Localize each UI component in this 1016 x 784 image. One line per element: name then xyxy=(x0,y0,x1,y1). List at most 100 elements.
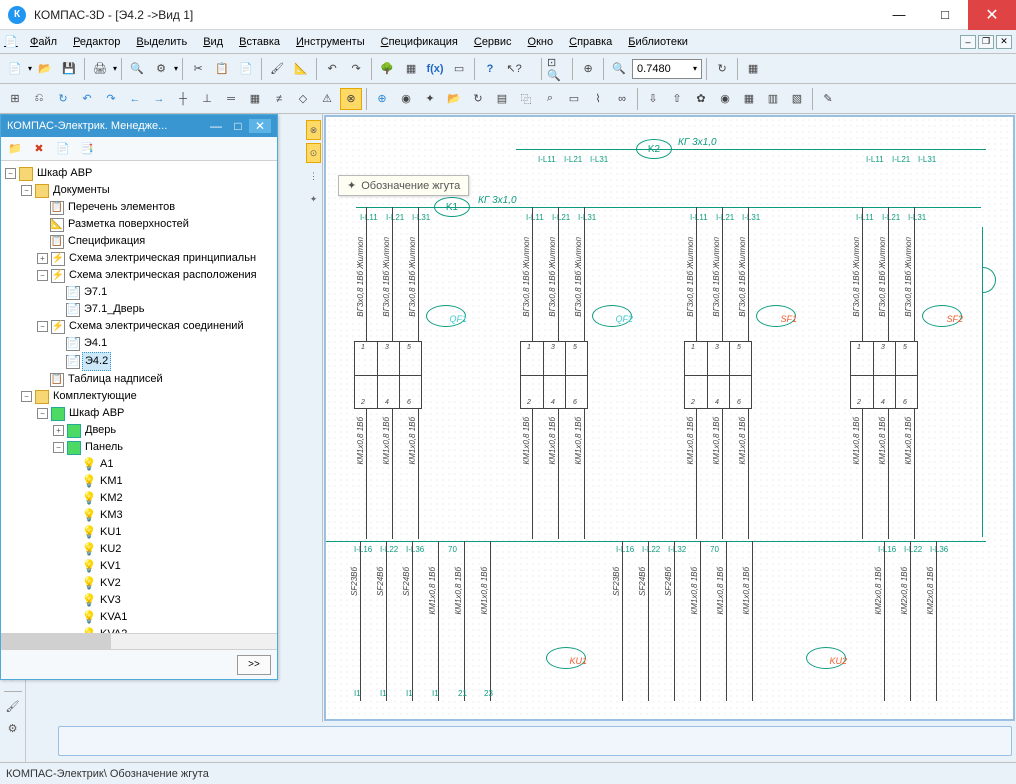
rot-icon[interactable]: ↻ xyxy=(467,88,489,110)
menu-libs[interactable]: Библиотеки xyxy=(620,33,696,51)
tree-item[interactable]: Дверь xyxy=(83,422,118,439)
perp-icon[interactable]: ⊥ xyxy=(196,88,218,110)
menu-select[interactable]: Выделить xyxy=(128,33,195,51)
next-icon[interactable]: → xyxy=(148,88,170,110)
tree-bulb[interactable]: KM3 xyxy=(98,507,125,524)
tag-icon[interactable]: ▭ xyxy=(563,88,585,110)
copy-button[interactable]: 📋 xyxy=(211,58,233,80)
copyprop-icon[interactable]: 📐 xyxy=(290,58,312,80)
tree-item[interactable]: Панель xyxy=(83,439,125,456)
help-icon[interactable]: ? xyxy=(479,58,501,80)
plus-net-icon[interactable]: ⊕ xyxy=(371,88,393,110)
export-icon[interactable]: ⇧ xyxy=(666,88,688,110)
new-button[interactable]: 📄 xyxy=(4,58,26,80)
sch3-icon[interactable]: ▧ xyxy=(786,88,808,110)
mdi-min[interactable]: – xyxy=(960,35,976,49)
whatsthis-icon[interactable]: ↖? xyxy=(503,58,525,80)
tree-item[interactable]: Шкаф АВР xyxy=(67,405,126,422)
open-proj-icon[interactable]: 📁 xyxy=(5,140,25,158)
sch1-icon[interactable]: ▦ xyxy=(738,88,760,110)
menu-view[interactable]: Вид xyxy=(195,33,231,51)
import-icon[interactable]: ⇩ xyxy=(642,88,664,110)
menu-insert[interactable]: Вставка xyxy=(231,33,288,51)
curr-icon[interactable]: ↻ xyxy=(52,88,74,110)
ortho-icon[interactable]: ┼ xyxy=(172,88,194,110)
tree-bulb[interactable]: KM1 xyxy=(98,473,125,490)
maximize-button[interactable]: □ xyxy=(922,0,968,30)
tree-bulb[interactable]: KM2 xyxy=(98,490,125,507)
flip-v-icon[interactable]: ↷ xyxy=(100,88,122,110)
preview-button[interactable]: 🔍 xyxy=(126,58,148,80)
undo-button[interactable]: ↶ xyxy=(321,58,343,80)
search-icon[interactable]: ⌕ xyxy=(539,88,561,110)
prev-icon[interactable]: ← xyxy=(124,88,146,110)
warn-icon[interactable]: ⚠ xyxy=(316,88,338,110)
brush-icon[interactable]: 🖌 xyxy=(266,58,288,80)
tree-icon[interactable]: 🌳 xyxy=(376,58,398,80)
tree-bulb[interactable]: A1 xyxy=(98,456,115,473)
tree-item-active[interactable]: Э4.2 xyxy=(82,352,111,371)
tree-item[interactable]: Таблица надписей xyxy=(66,371,165,388)
weld-icon[interactable]: ⊗ xyxy=(340,88,362,110)
tree-item[interactable]: Спецификация xyxy=(66,233,147,250)
paint-icon[interactable]: 🖌 xyxy=(3,696,23,716)
grid2-icon[interactable]: ▦ xyxy=(244,88,266,110)
tree-bulb[interactable]: KVA1 xyxy=(98,609,129,626)
gear-icon[interactable]: ✿ xyxy=(690,88,712,110)
tree-comp[interactable]: Комплектующие xyxy=(51,388,139,405)
menu-tools[interactable]: Инструменты xyxy=(288,33,373,51)
menu-service[interactable]: Сервис xyxy=(466,33,520,51)
refresh-icon[interactable]: ↻ xyxy=(711,58,733,80)
tree-item[interactable]: Схема электрическая расположения xyxy=(67,267,259,284)
tree-bulb[interactable]: KU2 xyxy=(98,541,123,558)
snap-icon[interactable]: ⎌ xyxy=(28,88,50,110)
insert-doc-icon[interactable]: 📑 xyxy=(77,140,97,158)
new-doc-icon[interactable]: 📄 xyxy=(53,140,73,158)
panel-titlebar[interactable]: КОМПАС-Электрик. Менедже... — □ ✕ xyxy=(1,115,277,137)
copy-elem-icon[interactable]: ⿻ xyxy=(515,88,537,110)
tree-item[interactable]: Схема электрическая принципиальн xyxy=(67,250,258,267)
tree-item[interactable]: Перечень элементов xyxy=(66,199,177,216)
grid-icon[interactable]: ⊞ xyxy=(4,88,26,110)
zoom-dyn-icon[interactable]: 🔍 xyxy=(608,58,630,80)
drawing-canvas[interactable]: ✦ Обозначение жгута K2 КГ 3x1,0 K1 КГ 3x… xyxy=(324,115,1015,721)
flip-h-icon[interactable]: ↶ xyxy=(76,88,98,110)
menu-spec[interactable]: Спецификация xyxy=(373,33,466,51)
paste-button[interactable]: 📄 xyxy=(235,58,257,80)
panel-close[interactable]: ✕ xyxy=(249,119,271,133)
delete-icon[interactable]: ✖ xyxy=(29,140,49,158)
tree-item[interactable]: Схема электрическая соединений xyxy=(67,318,246,335)
zoom-combo[interactable]: 0.7480▾ xyxy=(632,59,702,79)
message-box[interactable] xyxy=(58,726,1012,756)
menu-editor[interactable]: Редактор xyxy=(65,33,128,51)
tree-item[interactable]: Э7.1 xyxy=(82,284,109,301)
sch2-icon[interactable]: ▥ xyxy=(762,88,784,110)
lib-icon[interactable]: 📂 xyxy=(443,88,465,110)
para-icon[interactable]: ═ xyxy=(220,88,242,110)
panel-min[interactable]: — xyxy=(205,119,227,133)
zoom-area-icon[interactable]: ⊡🔍 xyxy=(546,58,568,80)
reset-view-icon[interactable]: ▦ xyxy=(742,58,764,80)
cfg-icon[interactable]: ⚙ xyxy=(3,718,23,738)
close-button[interactable]: ✕ xyxy=(968,0,1016,30)
tree-item[interactable]: Э7.1_Дверь xyxy=(82,301,146,318)
print-button[interactable]: 🖨 xyxy=(89,58,111,80)
elem-icon[interactable]: ✦ xyxy=(419,88,441,110)
zoom-fit-icon[interactable]: ⊕ xyxy=(577,58,599,80)
mid-icon[interactable]: ✦ xyxy=(306,189,321,209)
menu-file[interactable]: Файл xyxy=(22,33,65,51)
wire-icon[interactable]: ⌇ xyxy=(587,88,609,110)
menu-window[interactable]: Окно xyxy=(520,33,562,51)
eye-icon[interactable]: ◉ xyxy=(714,88,736,110)
tree-item[interactable]: Э4.1 xyxy=(82,335,109,352)
tree-root[interactable]: Шкаф АВР xyxy=(35,165,94,182)
tree-bulb[interactable]: KV3 xyxy=(98,592,123,609)
insert-elem-icon[interactable]: ◉ xyxy=(395,88,417,110)
tree-item[interactable]: Разметка поверхностей xyxy=(66,216,191,233)
cut-button[interactable]: ✂ xyxy=(187,58,209,80)
fx-icon[interactable]: f(x) xyxy=(424,58,446,80)
mdi-restore[interactable]: ❐ xyxy=(978,35,994,49)
break-icon[interactable]: ◇ xyxy=(292,88,314,110)
neq-icon[interactable]: ≠ xyxy=(268,88,290,110)
props-button[interactable]: ⚙ xyxy=(150,58,172,80)
